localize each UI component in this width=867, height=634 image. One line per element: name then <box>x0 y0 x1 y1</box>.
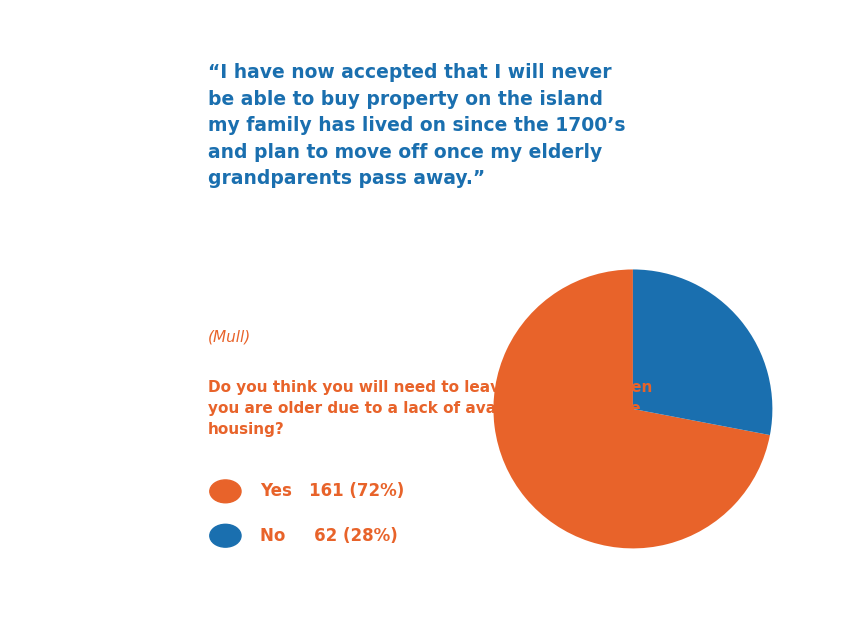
Text: Yes   161 (72%): Yes 161 (72%) <box>260 482 404 500</box>
Wedge shape <box>493 269 770 548</box>
Text: (Mull): (Mull) <box>208 330 251 345</box>
Text: “I have now accepted that I will never
be able to buy property on the island
my : “I have now accepted that I will never b… <box>208 63 626 188</box>
Text: Do you think you will need to leave the island when
you are older due to a lack : Do you think you will need to leave the … <box>208 380 653 437</box>
Wedge shape <box>633 269 772 435</box>
Text: No     62 (28%): No 62 (28%) <box>260 527 398 545</box>
